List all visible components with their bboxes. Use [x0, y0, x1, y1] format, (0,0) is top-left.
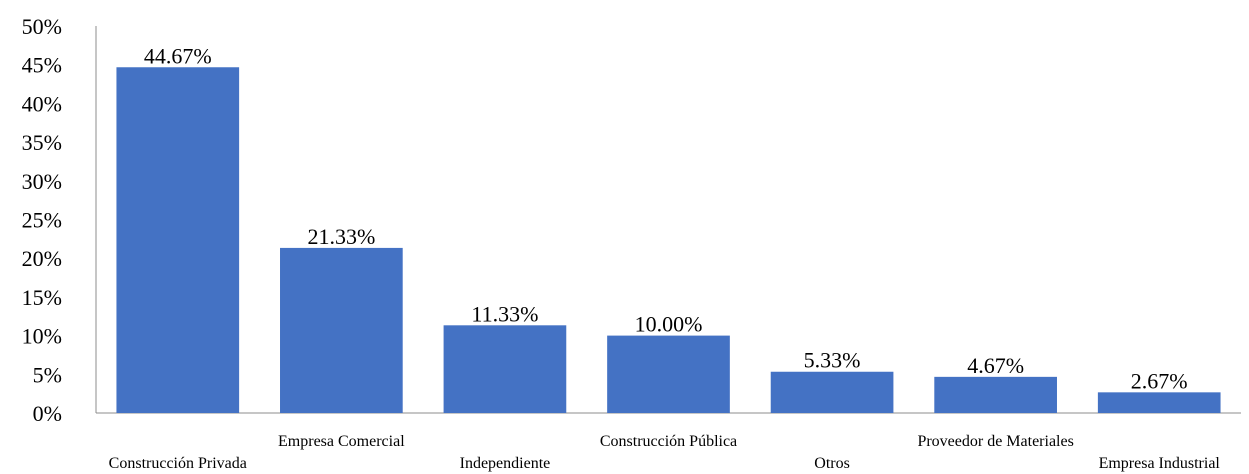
data-label: 21.33%	[307, 224, 375, 249]
y-tick-label: 0%	[33, 401, 62, 426]
data-label: 10.00%	[635, 312, 703, 337]
y-tick-label: 45%	[22, 53, 62, 78]
x-tick-label: Empresa Industrial	[1099, 455, 1221, 472]
y-tick-label: 10%	[22, 324, 62, 349]
x-tick-label: Construcción Privada	[109, 455, 247, 472]
data-label: 2.67%	[1131, 368, 1188, 393]
y-tick-label: 15%	[22, 285, 62, 310]
data-label: 5.33%	[804, 348, 861, 373]
bar	[770, 371, 894, 413]
bar	[443, 325, 567, 413]
x-axis-ticks: Construcción Privada Empresa Comercial Ind…	[109, 433, 1221, 472]
x-tick-label: Proveedor de Materiales	[917, 433, 1073, 450]
bar	[1097, 392, 1221, 413]
data-label: 11.33%	[471, 301, 538, 326]
x-tick-label: Construcción Pública	[600, 433, 737, 450]
bar	[607, 335, 730, 413]
bar-series	[116, 67, 1221, 413]
bar	[934, 376, 1057, 413]
bar	[280, 247, 403, 413]
x-tick-label: Independiente	[460, 455, 551, 472]
y-tick-label: 50%	[22, 14, 62, 39]
x-tick-label: Empresa Comercial	[278, 433, 405, 450]
y-tick-label: 20%	[22, 246, 62, 271]
data-label: 4.67%	[967, 353, 1024, 378]
y-axis-ticks: 0% 5% 10% 15% 20% 25% 30% 35% 40% 45% 50%	[22, 14, 62, 426]
y-tick-label: 5%	[33, 362, 62, 387]
y-tick-label: 40%	[22, 91, 62, 116]
y-tick-label: 30%	[22, 169, 62, 194]
x-tick-label: Otros	[814, 455, 850, 472]
bar	[116, 67, 240, 413]
y-tick-label: 35%	[22, 130, 62, 155]
data-labels: 44.67% 21.33% 11.33% 10.00% 5.33% 4.67% 2.67%	[144, 43, 1188, 393]
y-tick-label: 25%	[22, 208, 62, 233]
data-label: 44.67%	[144, 43, 212, 68]
